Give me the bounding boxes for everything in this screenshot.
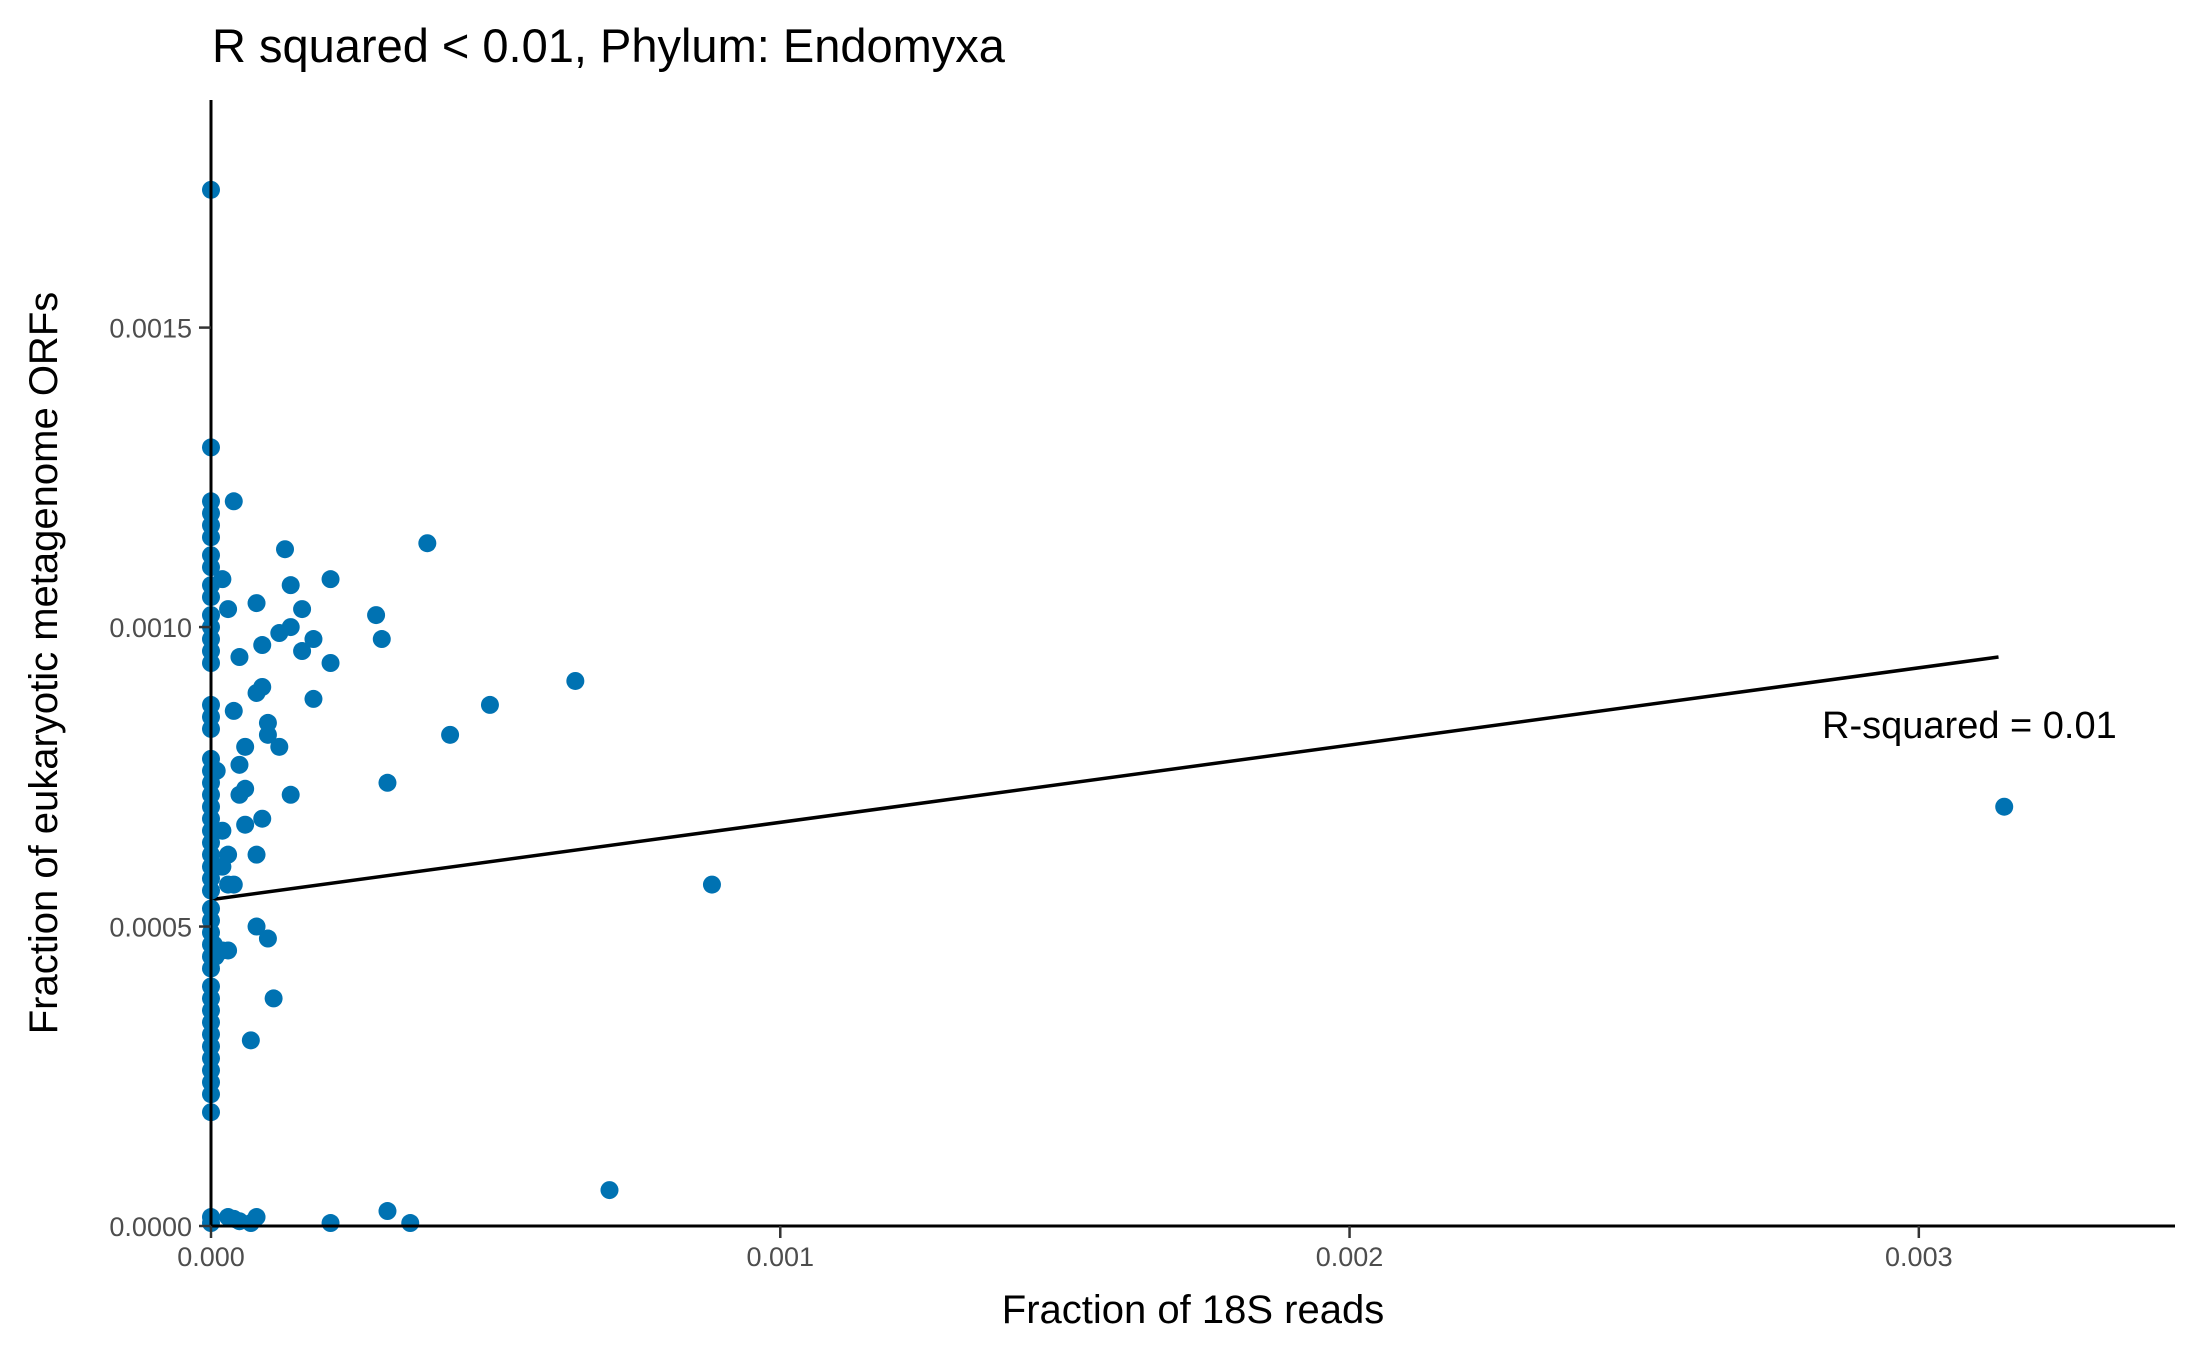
data-point	[241, 1031, 260, 1050]
data-point	[441, 725, 460, 744]
data-point	[247, 1208, 266, 1227]
y-axis-ticks: 0.0000 0.0005 0.0010 0.0015	[109, 314, 211, 1242]
data-point	[247, 845, 266, 864]
x-tick-label: 0.002	[1316, 1242, 1384, 1272]
data-point	[480, 695, 499, 714]
y-tick-label: 0.0000	[109, 1212, 192, 1242]
data-point	[702, 875, 721, 894]
data-point	[224, 492, 243, 511]
data-point	[281, 618, 300, 637]
data-point	[219, 941, 238, 960]
data-point	[236, 815, 255, 834]
data-point	[219, 600, 238, 619]
data-point	[230, 648, 249, 667]
regression-line	[210, 655, 1999, 902]
data-point	[219, 845, 238, 864]
data-point	[236, 737, 255, 756]
x-axis-ticks: 0.000 0.001 0.002 0.003	[177, 1226, 1953, 1272]
data-point	[321, 1214, 340, 1233]
data-point	[401, 1214, 420, 1233]
regression-line-group	[210, 655, 1999, 902]
y-tick-label: 0.0005	[109, 913, 192, 943]
data-point	[378, 1202, 397, 1221]
data-point	[276, 540, 295, 559]
data-point	[378, 773, 397, 792]
data-point	[213, 821, 232, 840]
data-point	[270, 737, 289, 756]
r-squared-annotation: R-squared = 0.01	[1822, 705, 2117, 747]
data-point	[224, 875, 243, 894]
data-point	[253, 677, 272, 696]
x-tick-label: 0.001	[746, 1242, 814, 1272]
y-tick-label: 0.0010	[109, 613, 192, 643]
x-tick-label: 0.003	[1885, 1242, 1953, 1272]
data-point	[304, 630, 323, 649]
data-point	[281, 576, 300, 595]
data-point	[372, 630, 391, 649]
data-point	[224, 701, 243, 720]
y-axis-title: Fraction of eukaryotic metagenome ORFs	[22, 292, 66, 1035]
data-point	[293, 600, 312, 619]
data-point	[264, 989, 283, 1008]
data-point	[258, 929, 277, 948]
data-point	[600, 1181, 619, 1200]
data-point	[418, 534, 437, 553]
data-point	[321, 654, 340, 672]
data-point	[281, 785, 300, 804]
data-point	[321, 570, 340, 589]
x-axis-title: Fraction of 18S reads	[1002, 1288, 1384, 1332]
data-point	[367, 606, 386, 625]
data-point	[566, 671, 585, 690]
data-point	[293, 642, 312, 661]
data-point	[213, 570, 232, 589]
data-point	[253, 636, 272, 655]
data-points	[202, 180, 2014, 1233]
plot-area: 0.000 0.001 0.002 0.003 0.00000.00050.00100…	[109, 100, 2175, 1272]
y-tick-label: 0.0015	[109, 314, 192, 344]
data-point	[258, 725, 277, 744]
chart-title: R squared < 0.01, Phylum: Endomyxa	[212, 19, 1006, 72]
data-point	[247, 594, 266, 613]
data-point	[304, 689, 323, 708]
data-point	[247, 917, 266, 936]
data-point	[230, 755, 249, 774]
x-tick-label: 0.000	[177, 1242, 245, 1272]
data-point	[253, 809, 272, 828]
data-point	[236, 779, 255, 798]
data-point	[1995, 797, 2014, 816]
